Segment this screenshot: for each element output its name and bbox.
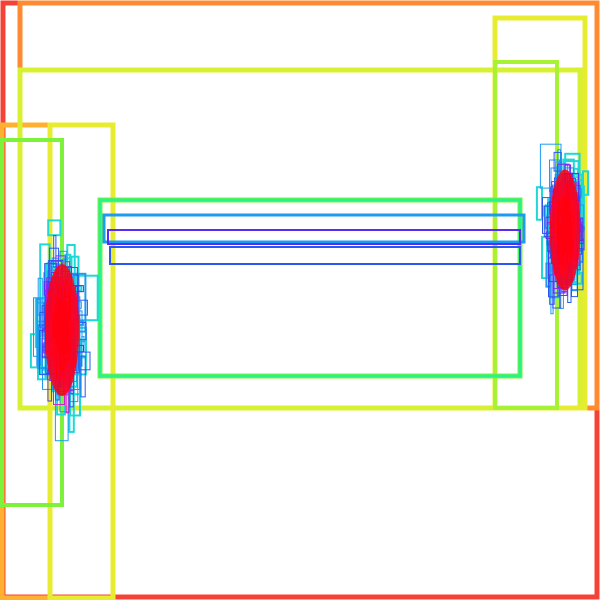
bridge-band	[102, 213, 526, 244]
cluster-core	[549, 169, 581, 291]
cluster-box	[80, 355, 86, 398]
cluster-box	[53, 235, 57, 268]
bridge-bands	[97, 197, 526, 379]
cluster-core	[44, 264, 80, 396]
right-cluster	[535, 143, 590, 315]
cluster-box	[541, 236, 548, 280]
bridge-band	[107, 229, 521, 245]
cluster-box	[549, 274, 555, 305]
bridge-band	[109, 246, 521, 265]
left-cluster	[29, 219, 99, 442]
cluster-box	[36, 297, 42, 367]
bridge-band	[98, 198, 522, 378]
